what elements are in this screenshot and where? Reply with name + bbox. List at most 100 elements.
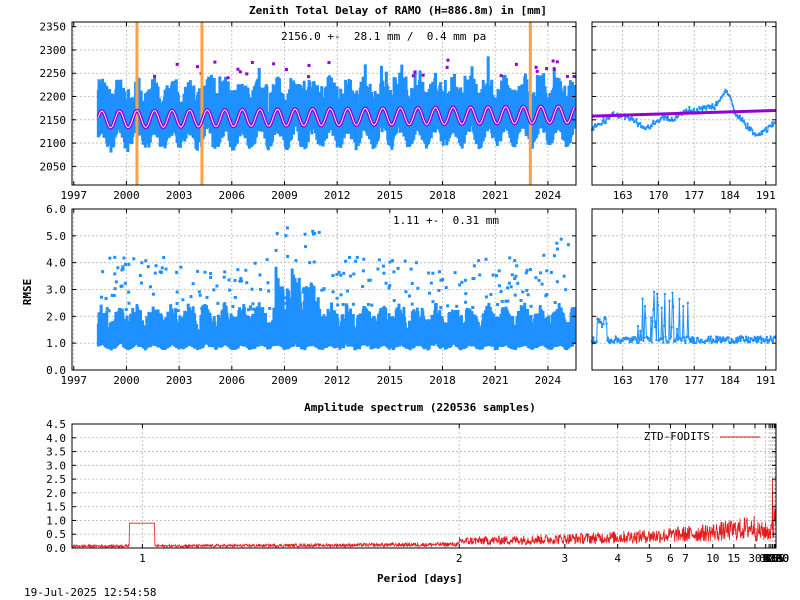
y-tick-label: 2050 (40, 160, 67, 173)
rmse-outlier-point (403, 259, 407, 263)
ztd-outlier-point (545, 67, 549, 71)
rmse-outlier-point (176, 309, 180, 313)
x-tick-label: 183 (763, 552, 783, 565)
rmse-outlier-point (164, 267, 168, 271)
x-tick-label: 30 (748, 552, 761, 565)
ztd-outlier-point (226, 76, 230, 80)
ztd-outlier-point (213, 60, 217, 64)
rmse-outlier-point (534, 276, 538, 280)
rmse-outlier-point (240, 279, 244, 283)
rmse-outlier-point (108, 256, 112, 260)
x-tick-label: 2021 (482, 374, 509, 387)
rmse-outlier-point (205, 295, 209, 299)
rmse-outlier-point (266, 281, 270, 285)
ztd-outlier-point (245, 72, 249, 76)
rmse-outlier-point (507, 281, 511, 285)
rmse-outlier-point (119, 284, 123, 288)
rmse-outlier-point (204, 307, 208, 311)
x-tick-label: 184 (720, 374, 740, 387)
ztd-outlier-point (411, 74, 415, 78)
rmse-outlier-point (382, 305, 386, 309)
x-tick-label: 10 (706, 552, 719, 565)
rmse-outlier-point (392, 270, 396, 274)
ztd-outlier-point (534, 65, 538, 69)
rmse-outlier-point (245, 281, 249, 285)
rmse-outlier-point (439, 306, 443, 310)
x-tick-label: 8760 (763, 552, 790, 565)
rmse-outlier-point (555, 241, 559, 245)
rmse-outlier-point (209, 276, 213, 280)
rmse-outlier-point (463, 278, 467, 282)
rmse-outlier-point (376, 267, 380, 271)
rmse-outlier-point (342, 271, 346, 275)
ztd-outlier-point (236, 67, 240, 71)
x-tick-label: 2015 (377, 374, 404, 387)
rmse-outlier-point (283, 296, 287, 300)
rmse-outlier-point (539, 271, 543, 275)
rmse-outlier-point (513, 259, 517, 263)
ztd-outlier-point (413, 70, 417, 74)
rmse-outlier-point (545, 293, 549, 297)
ztd-outlier-point (565, 74, 569, 78)
rmse-outlier-point (233, 296, 237, 300)
rmse-outlier-point (444, 286, 448, 290)
rmse-outlier-point (160, 266, 164, 270)
rmse-outlier-point (508, 256, 512, 260)
rmse-outlier-point (472, 264, 476, 268)
y-tick-label: 0.0 (46, 364, 66, 377)
x-tick-label: 191 (756, 374, 776, 387)
rmse-outlier-point (258, 273, 262, 277)
x-tick-label: 91 (762, 552, 775, 565)
rmse-outlier-point (196, 269, 200, 273)
y-tick-label: 5.0 (46, 230, 66, 243)
rmse-outlier-point (179, 265, 183, 269)
rmse-outlier-point (348, 255, 352, 259)
rmse-outlier-point (351, 302, 355, 306)
rmse-outlier-point (537, 278, 541, 282)
rmse-outlier-point (540, 282, 544, 286)
spectrum-line (71, 478, 777, 549)
x-tick-label: 1997 (61, 189, 88, 202)
rmse-outlier-point (437, 288, 441, 292)
rmse-outlier-point (355, 255, 359, 259)
x-tick-label: 5 (646, 552, 653, 565)
rmse-outlier-point (465, 308, 469, 312)
rmse-outlier-point (127, 290, 131, 294)
rmse-outlier-point (288, 301, 292, 305)
y-tick-label: 0.0 (46, 542, 66, 555)
rmse-outlier-point (410, 281, 414, 285)
rmse-outlier-point (286, 254, 290, 258)
rmse-outlier-point (464, 300, 468, 304)
rmse-outlier-point (559, 237, 563, 241)
x-tick-label: 122 (761, 552, 781, 565)
x-tick-label: 2024 (535, 374, 562, 387)
rmse-outlier-point (384, 281, 388, 285)
rmse-outlier-point (506, 299, 510, 303)
rmse-outlier-point (181, 298, 185, 302)
x-tick-label: 2009 (271, 374, 298, 387)
rmse-outlier-point (344, 259, 348, 263)
rmse-outlier-point (301, 290, 305, 294)
ztd-outlier-point (307, 75, 311, 79)
rmse-outlier-point (410, 302, 414, 306)
rmse-outlier-point (553, 301, 557, 305)
rmse-outlier-point (189, 295, 193, 299)
x-tick-label: 1997 (61, 374, 88, 387)
rmse-outlier-point (154, 264, 158, 268)
rmse-outlier-point (471, 305, 475, 309)
rmse-outlier-point (526, 293, 530, 297)
x-tick-label: 2021 (482, 189, 509, 202)
rmse-outlier-point (491, 273, 495, 277)
rmse-outlier-point (253, 261, 257, 265)
x-tick-label: 2006 (219, 189, 246, 202)
rmse-outlier-point (496, 303, 500, 307)
x-tick-label: 184 (720, 189, 740, 202)
ztd-outlier-point (307, 63, 311, 67)
spectrum-axis-label: Period [days] (377, 572, 463, 585)
rmse-outlier-point (504, 299, 508, 303)
rmse-outlier-point (516, 281, 520, 285)
rmse-outlier-point (140, 261, 144, 265)
rmse-outlier-point (409, 267, 413, 271)
rmse-outlier-point (158, 270, 162, 274)
y-tick-label: 2250 (40, 67, 67, 80)
